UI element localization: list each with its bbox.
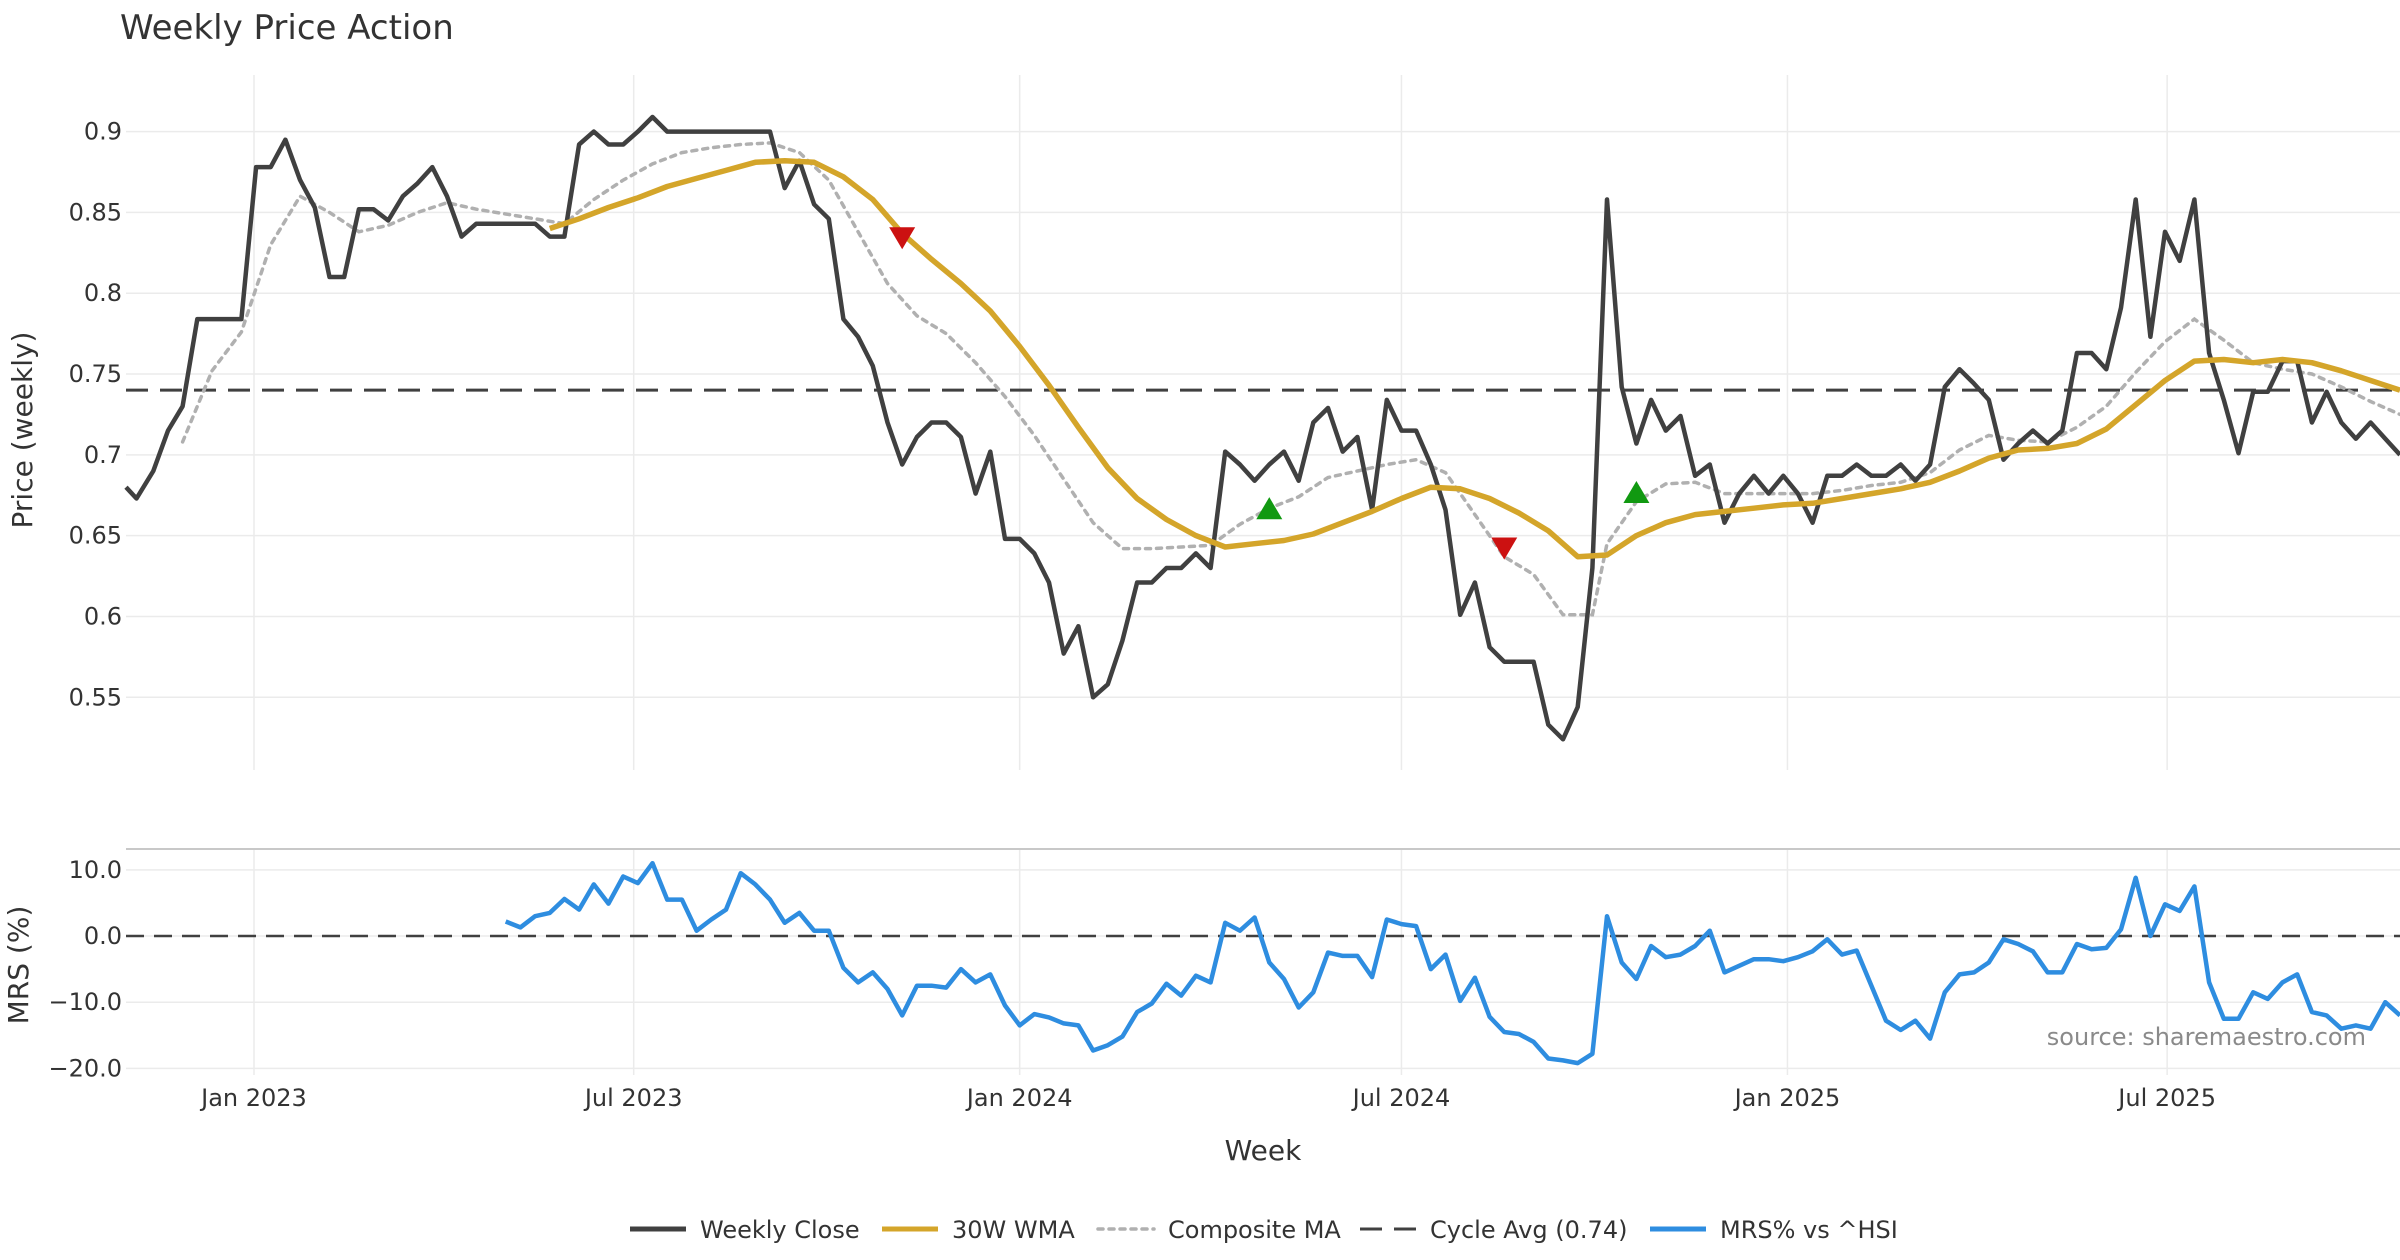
signal-markers — [889, 227, 1650, 560]
buy-signal-marker — [1623, 480, 1650, 504]
mrs-y-tick-labels: −20.0 −10.0 0.0 10.0 — [48, 856, 122, 1083]
composite-ma-line — [180, 141, 2400, 617]
weekly-close-line — [124, 114, 2400, 742]
x-tick: Jul 2023 — [583, 1084, 683, 1112]
wma-30w-line — [548, 157, 2400, 560]
mrs-y-axis-label: MRS (%) — [2, 906, 35, 1025]
x-tick: Jul 2024 — [1351, 1084, 1451, 1112]
x-axis-label: Week — [1225, 1134, 1302, 1167]
mrs-y-tick: −20.0 — [48, 1054, 122, 1082]
legend-item: Composite MA — [1096, 1216, 1341, 1244]
legend-label: Weekly Close — [700, 1216, 860, 1244]
mrs-panel: −20.0 −10.0 0.0 10.0 MRS (%) Jan 2023 Jul 20… — [2, 848, 2400, 1167]
x-tick-labels: Jan 2023 Jul 2023 Jan 2024 Jul 2024 Jan 2025… — [199, 1084, 2216, 1112]
price-y-tick: 0.65 — [69, 522, 122, 550]
price-y-tick: 0.75 — [69, 360, 122, 388]
x-tick: Jan 2024 — [965, 1084, 1073, 1112]
mrs-line — [504, 860, 2400, 1066]
legend-item: MRS% vs ^HSI — [1650, 1216, 1898, 1244]
legend-item: Weekly Close — [630, 1216, 860, 1244]
mrs-y-tick: −10.0 — [48, 988, 122, 1016]
sell-signal-marker — [1491, 537, 1518, 560]
x-tick: Jan 2023 — [199, 1084, 307, 1112]
legend-label: MRS% vs ^HSI — [1720, 1216, 1898, 1244]
legend-item: 30W WMA — [882, 1216, 1075, 1244]
sell-signal-marker — [889, 227, 916, 250]
price-gridlines — [126, 75, 2400, 770]
legend-label: Cycle Avg (0.74) — [1430, 1216, 1627, 1244]
legend-item: Cycle Avg (0.74) — [1360, 1216, 1627, 1244]
price-y-axis-label: Price (weekly) — [6, 332, 39, 529]
buy-signal-marker — [1256, 497, 1283, 520]
legend-label: 30W WMA — [952, 1216, 1075, 1244]
price-y-tick: 0.6 — [84, 602, 122, 630]
legend: Weekly Close 30W WMA Composite MA Cycle Avg… — [630, 1216, 1898, 1244]
price-y-tick: 0.55 — [69, 683, 122, 711]
chart-title: Weekly Price Action — [120, 8, 454, 48]
price-y-tick: 0.8 — [84, 279, 122, 307]
legend-label: Composite MA — [1168, 1216, 1341, 1244]
price-y-tick: 0.85 — [69, 198, 122, 226]
mrs-y-tick: 0.0 — [84, 922, 122, 950]
x-tick: Jan 2025 — [1733, 1084, 1841, 1112]
price-y-tick: 0.7 — [84, 441, 122, 469]
price-y-tick: 0.9 — [84, 118, 122, 146]
price-y-tick-labels: 0.55 0.6 0.65 0.7 0.75 0.8 0.85 0.9 — [69, 118, 122, 712]
mrs-y-tick: 10.0 — [69, 856, 122, 884]
source-annotation: source: sharemaestro.com — [2047, 1023, 2366, 1051]
price-panel: 0.55 0.6 0.65 0.7 0.75 0.8 0.85 0.9 Price (week… — [6, 75, 2400, 770]
x-tick: Jul 2025 — [2116, 1084, 2216, 1112]
